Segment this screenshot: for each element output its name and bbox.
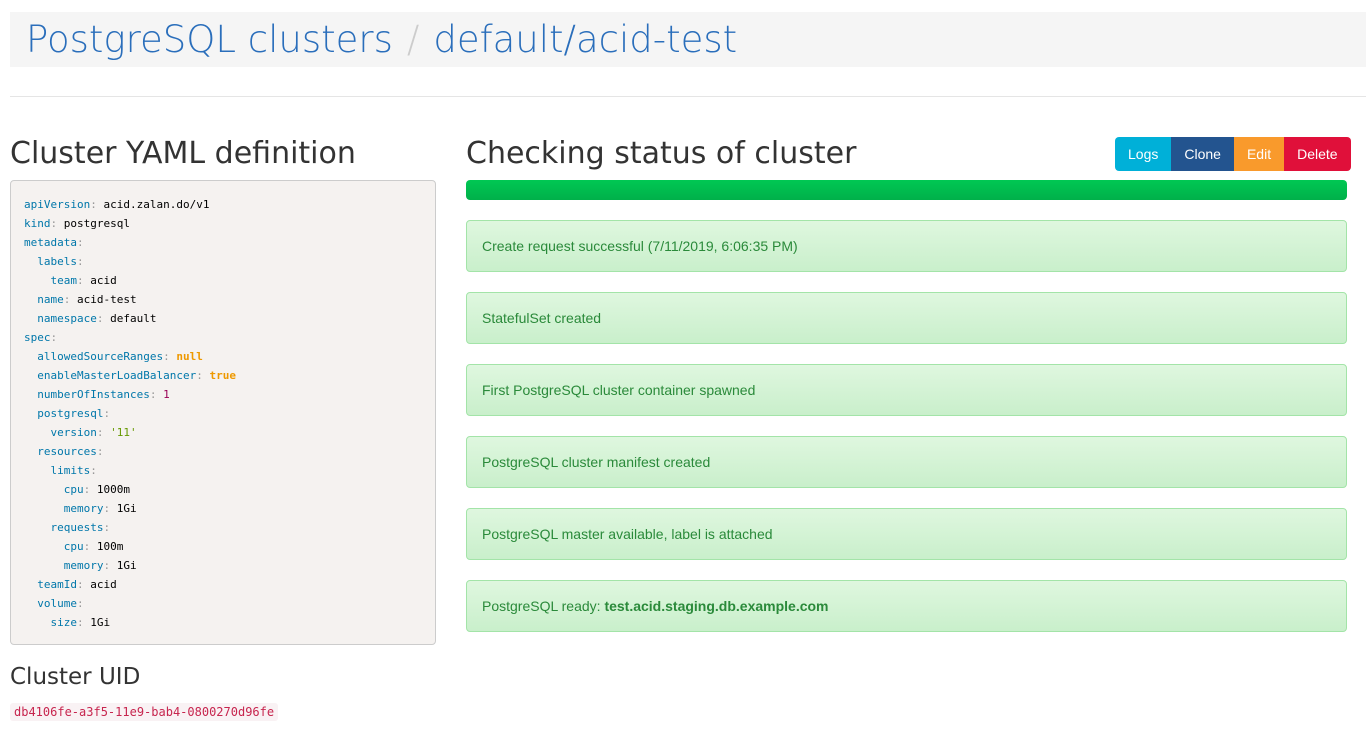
alert-text: PostgreSQL master available, label is at…: [482, 526, 773, 542]
uid-title: Cluster UID: [10, 664, 141, 690]
yaml-definition: apiVersion: acid.zalan.do/v1 kind: postgr…: [10, 180, 436, 645]
breadcrumb-separator: /: [406, 18, 420, 61]
yaml-line: numberOfInstances: 1: [37, 388, 170, 401]
yaml-value: postgresql: [63, 217, 130, 230]
yaml-line: postgresql:: [37, 407, 111, 420]
yaml-key: enableMasterLoadBalancer: [37, 369, 197, 382]
yaml-line: kind: postgresql: [24, 217, 130, 230]
cluster-hostname: test.acid.staging.db.example.com: [604, 598, 829, 614]
status-alert: PostgreSQL cluster manifest created: [466, 436, 1347, 488]
status-alert: First PostgreSQL cluster container spawn…: [466, 364, 1347, 416]
logs-button[interactable]: Logs: [1115, 137, 1172, 171]
yaml-line: team: acid: [50, 274, 117, 287]
yaml-value: acid.zalan.do/v1: [103, 198, 210, 211]
yaml-value: 1Gi: [90, 616, 111, 629]
yaml-line: cpu: 1000m: [63, 483, 130, 496]
yaml-key: numberOfInstances: [37, 388, 150, 401]
yaml-line: allowedSourceRanges: null: [37, 350, 203, 363]
yaml-key: resources: [37, 445, 97, 458]
yaml-key: labels: [37, 255, 77, 268]
yaml-line: cpu: 100m: [63, 540, 124, 553]
yaml-line: memory: 1Gi: [63, 502, 137, 515]
yaml-title: Cluster YAML definition: [10, 136, 356, 171]
yaml-line: memory: 1Gi: [63, 559, 137, 572]
divider: [10, 96, 1366, 97]
progress-bar: [466, 180, 1347, 200]
yaml-value: 1Gi: [116, 559, 137, 572]
yaml-key: name: [37, 293, 64, 306]
yaml-value: 1Gi: [116, 502, 137, 515]
alert-text: Create request successful (7/11/2019, 6:…: [482, 238, 798, 254]
yaml-key: size: [50, 616, 78, 629]
yaml-line: size: 1Gi: [50, 616, 111, 629]
yaml-key: postgresql: [37, 407, 104, 420]
yaml-line: labels:: [37, 255, 84, 268]
breadcrumb-current[interactable]: default/acid-test: [433, 18, 738, 61]
yaml-line: namespace: default: [37, 312, 157, 325]
breadcrumb-clusters-link[interactable]: PostgreSQL clusters: [26, 18, 393, 61]
yaml-key: allowedSourceRanges: [37, 350, 164, 363]
yaml-value: null: [176, 350, 203, 363]
yaml-key: spec: [24, 331, 51, 344]
cluster-uid: db4106fe-a3f5-11e9-bab4-0800270d96fe: [10, 703, 279, 721]
yaml-key: memory: [63, 502, 104, 515]
alert-text: PostgreSQL cluster manifest created: [482, 454, 711, 470]
yaml-key: namespace: [37, 312, 97, 325]
yaml-value: acid: [90, 274, 117, 287]
yaml-line: apiVersion: acid.zalan.do/v1: [24, 198, 210, 211]
yaml-value: default: [110, 312, 157, 325]
yaml-key: teamId: [37, 578, 77, 591]
status-title: Checking status of cluster: [466, 136, 857, 171]
yaml-line: spec:: [24, 331, 58, 344]
yaml-line: volume:: [37, 597, 84, 610]
yaml-value: 100m: [96, 540, 124, 553]
yaml-value: '11': [110, 426, 137, 439]
yaml-key: volume: [37, 597, 77, 610]
alert-text: StatefulSet created: [482, 310, 602, 326]
yaml-key: limits: [50, 464, 91, 477]
yaml-line: requests:: [50, 521, 111, 534]
yaml-key: requests: [50, 521, 104, 534]
yaml-line: metadata:: [24, 236, 84, 249]
yaml-key: cpu: [63, 540, 84, 553]
delete-button[interactable]: Delete: [1284, 137, 1351, 171]
alert-text: PostgreSQL ready:: [482, 598, 605, 614]
yaml-value: acid-test: [77, 293, 137, 306]
breadcrumb: PostgreSQL clusters / default/acid-test: [10, 12, 1366, 67]
yaml-line: name: acid-test: [37, 293, 137, 306]
status-alert: Create request successful (7/11/2019, 6:…: [466, 220, 1347, 272]
yaml-line: limits:: [50, 464, 97, 477]
status-alert: PostgreSQL ready: test.acid.staging.db.e…: [466, 580, 1347, 632]
yaml-key: team: [50, 274, 78, 287]
status-alert: StatefulSet created: [466, 292, 1347, 344]
yaml-line: resources:: [37, 445, 104, 458]
action-buttons: Logs Clone Edit Delete: [1115, 137, 1351, 171]
yaml-key: memory: [63, 559, 104, 572]
yaml-key: version: [50, 426, 97, 439]
yaml-key: apiVersion: [24, 198, 91, 211]
status-alert: PostgreSQL master available, label is at…: [466, 508, 1347, 560]
yaml-line: enableMasterLoadBalancer: true: [37, 369, 236, 382]
yaml-value: true: [209, 369, 236, 382]
yaml-line: teamId: acid: [37, 578, 117, 591]
yaml-key: kind: [24, 217, 51, 230]
yaml-line: version: '11': [50, 426, 137, 439]
yaml-value: acid: [90, 578, 117, 591]
clone-button[interactable]: Clone: [1171, 137, 1234, 171]
edit-button[interactable]: Edit: [1233, 137, 1285, 171]
yaml-key: metadata: [24, 236, 77, 249]
alert-text: First PostgreSQL cluster container spawn…: [482, 382, 756, 398]
yaml-value: 1: [163, 388, 170, 401]
yaml-key: cpu: [63, 483, 84, 496]
yaml-value: 1000m: [96, 483, 130, 496]
